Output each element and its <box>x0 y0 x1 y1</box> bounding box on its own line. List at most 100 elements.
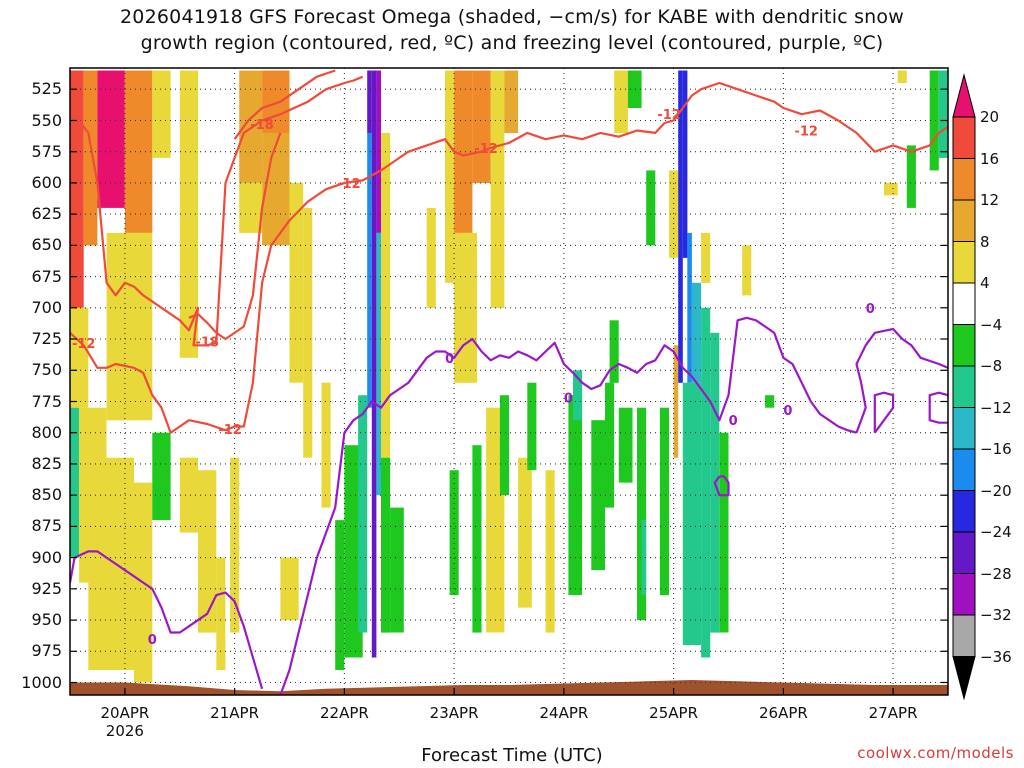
omega-cell-74 <box>765 395 775 408</box>
omega-cell-17 <box>239 70 263 183</box>
colorbar-bin-12 <box>952 573 976 616</box>
colorbar-bin-9 <box>952 448 976 491</box>
omega-cell-69 <box>691 282 701 383</box>
omega-cell-6 <box>124 70 153 233</box>
omega-cell-3 <box>70 407 80 558</box>
credit-link[interactable]: coolwx.com/models <box>857 744 1014 762</box>
colorbar-bin-2 <box>952 158 976 201</box>
freezing-level-contour-1 <box>279 316 857 695</box>
omega-cell-46 <box>472 445 482 633</box>
y-tick-label: 725 <box>31 329 62 348</box>
omega-cell-23 <box>280 557 299 621</box>
omega-cell-79 <box>929 70 939 171</box>
colorbar-label: −20 <box>980 481 1012 500</box>
colorbar-label: −24 <box>980 523 1012 541</box>
omega-cell-14 <box>198 470 217 633</box>
contour-label-3: -18 <box>195 336 219 351</box>
omega-cell-47 <box>499 395 509 496</box>
contour-label-5: -12 <box>474 142 498 157</box>
contour-label-6: -12 <box>657 108 681 123</box>
x-tick-label: 27APR <box>868 704 918 722</box>
omega-cell-59 <box>637 407 647 620</box>
y-tick-label: 875 <box>31 516 62 536</box>
omega-cell-67 <box>687 232 692 383</box>
y-tick-label: 625 <box>31 204 62 224</box>
y-tick-label: 800 <box>31 422 62 442</box>
omega-cell-30 <box>371 70 377 658</box>
y-tick-label: 750 <box>31 360 62 380</box>
omega-cell-70 <box>701 307 711 658</box>
omega-cell-53 <box>591 420 605 571</box>
omega-cell-36 <box>426 207 436 308</box>
colorbar-label: 16 <box>980 149 1000 168</box>
x-tick-label: 26APR <box>758 704 808 722</box>
omega-cell-62 <box>659 407 669 596</box>
omega-cell-55 <box>609 320 619 383</box>
contour-label-2: -12 <box>337 177 361 192</box>
contour-label-12: 0 <box>783 404 792 419</box>
colorbar-top-arrow <box>952 73 976 118</box>
x-tick-label: 21APR <box>210 704 260 722</box>
colorbar-label: 8 <box>980 232 990 251</box>
y-tick-label: 550 <box>31 110 62 130</box>
omega-cell-9 <box>88 457 134 670</box>
omega-cell-66 <box>682 70 688 258</box>
x-tick-label: 25APR <box>649 704 699 722</box>
omega-cell-34 <box>381 457 391 633</box>
colorbar-bin-13 <box>952 614 976 657</box>
colorbar-label: −16 <box>980 440 1012 458</box>
omega-cell-28 <box>367 70 372 133</box>
omega-cell-18 <box>239 182 263 233</box>
colorbar-label: 20 <box>980 108 1000 126</box>
freezing-level-contour-4 <box>928 391 948 424</box>
colorbar-label: −12 <box>980 398 1012 417</box>
omega-cell-48 <box>518 457 532 608</box>
omega-cell-57 <box>627 70 642 108</box>
omega-cell-43 <box>504 70 519 133</box>
omega-cell-35 <box>390 507 404 633</box>
colorbar-label: 4 <box>980 274 990 292</box>
ground-surface <box>70 680 948 695</box>
x-tick-label: 24APR <box>539 704 589 722</box>
y-tick-label: 600 <box>31 172 62 192</box>
contour-label-10: 0 <box>564 392 573 407</box>
colorbar-label: −36 <box>980 647 1012 666</box>
omega-cell-15 <box>216 557 226 670</box>
y-tick-label: 900 <box>31 547 62 567</box>
omega-cell-2 <box>70 307 89 408</box>
dgz-contour-1 <box>70 81 948 434</box>
x-tick-label: 20APR <box>100 704 150 722</box>
dgz-contour-0 <box>78 75 364 347</box>
colorbar-bin-5 <box>952 282 976 325</box>
freezing-level-contour-3 <box>873 391 895 434</box>
omega-cell-77 <box>897 70 907 83</box>
y-tick-label: 700 <box>31 297 62 317</box>
omega-cell-31 <box>376 70 381 233</box>
y-tick-label: 950 <box>31 610 62 630</box>
omega-cell-78 <box>906 145 916 208</box>
contour-label-0: -12 <box>72 337 96 352</box>
colorbar-label: −28 <box>980 564 1012 583</box>
colorbar-bin-7 <box>952 365 976 408</box>
x-tick-year-label: 2026 <box>105 722 144 740</box>
y-tick-label: 675 <box>31 266 62 286</box>
x-tick-label: 22APR <box>319 704 369 722</box>
omega-cell-8 <box>106 232 153 421</box>
omega-cell-45 <box>449 470 459 596</box>
omega-cell-61 <box>646 170 656 246</box>
omega-cell-7 <box>152 70 171 158</box>
contour-label-11: 0 <box>729 414 738 429</box>
omega-cell-52 <box>573 370 583 421</box>
y-tick-label: 975 <box>31 641 62 661</box>
colorbar-bin-3 <box>952 199 976 242</box>
omega-cell-63 <box>669 170 679 258</box>
x-axis-label: Forecast Time (UTC) <box>421 745 603 766</box>
contour-label-7: -12 <box>794 125 818 140</box>
omega-cell-12 <box>179 70 199 358</box>
omega-cell-50 <box>545 470 555 633</box>
x-tick-label: 23APR <box>429 704 479 722</box>
y-tick-label: 1000 <box>21 672 62 692</box>
y-tick-label: 525 <box>31 79 62 99</box>
colorbar-bin-8 <box>952 407 976 450</box>
omega-cell-68 <box>682 382 702 645</box>
